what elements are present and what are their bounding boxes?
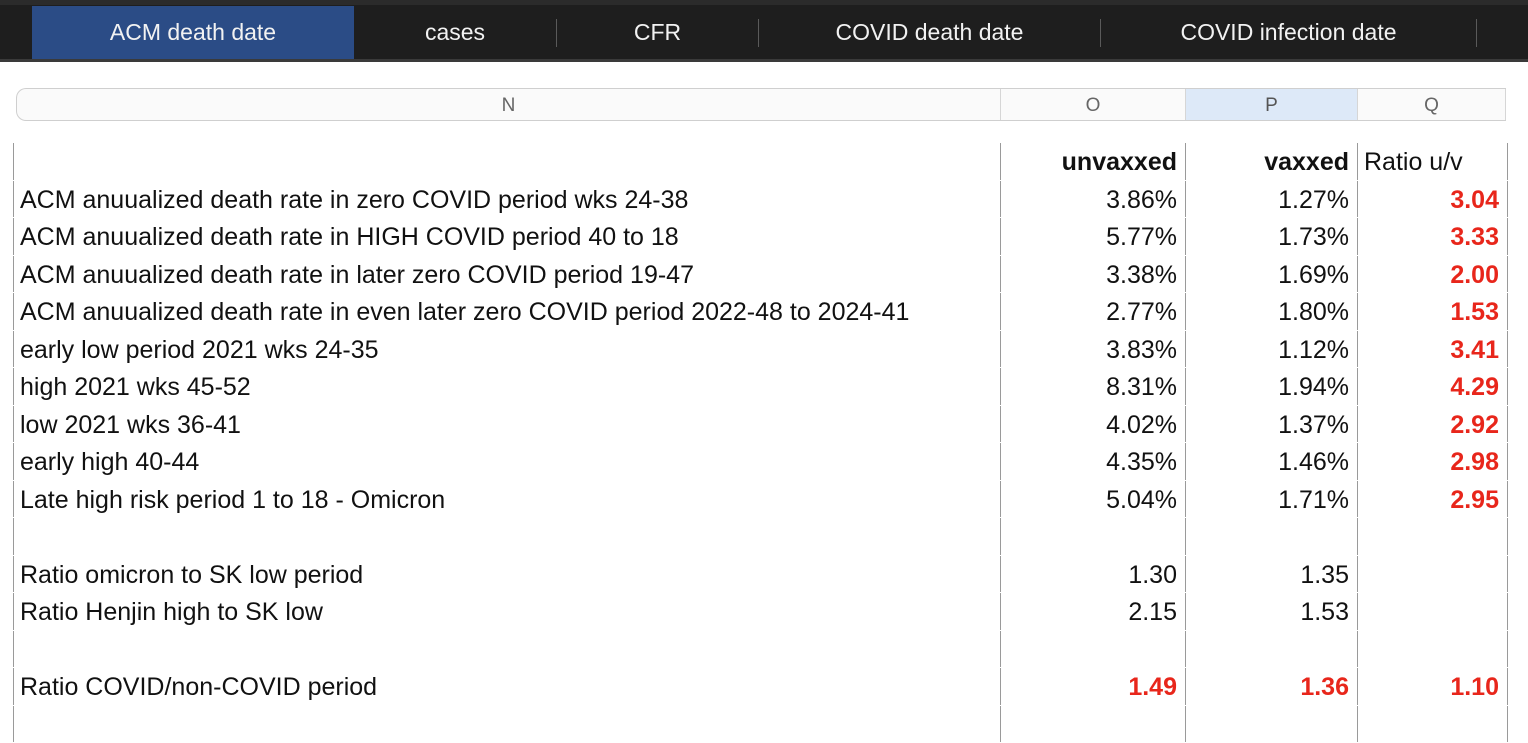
- vaxxed-value[interactable]: 1.36: [1186, 668, 1358, 705]
- header-ratio[interactable]: Ratio u/v: [1358, 143, 1508, 180]
- unvaxxed-value[interactable]: 4.02%: [1001, 405, 1186, 442]
- unvaxxed-value[interactable]: 3.86%: [1001, 180, 1186, 217]
- empty-cell[interactable]: [1358, 630, 1508, 667]
- tab-bar-top-edge: [0, 0, 1528, 5]
- sheet-tab-bar: ACM death date cases CFR COVID death dat…: [0, 0, 1528, 62]
- row-label[interactable]: early high 40-44: [13, 443, 1001, 480]
- row-label[interactable]: Ratio Henjin high to SK low: [13, 593, 1001, 630]
- tab-covid-death-date[interactable]: COVID death date: [835, 19, 1024, 45]
- empty-cell[interactable]: [1358, 518, 1508, 555]
- row-label[interactable]: early low period 2021 wks 24-35: [13, 330, 1001, 367]
- ratio-value[interactable]: 2.00: [1358, 255, 1508, 292]
- row-label[interactable]: high 2021 wks 45-52: [13, 368, 1001, 405]
- ratio-value[interactable]: 2.92: [1358, 405, 1508, 442]
- row-label[interactable]: Late high risk period 1 to 18 - Omicron: [13, 480, 1001, 517]
- ratio-value[interactable]: 1.10: [1358, 668, 1508, 705]
- empty-cell[interactable]: [13, 630, 1001, 667]
- ratio-value[interactable]: 2.98: [1358, 443, 1508, 480]
- vaxxed-value[interactable]: 1.69%: [1186, 255, 1358, 292]
- ratio-value[interactable]: [1358, 593, 1508, 630]
- empty-cell[interactable]: [1186, 630, 1358, 667]
- unvaxxed-value[interactable]: 1.49: [1001, 668, 1186, 705]
- unvaxxed-value[interactable]: 2.15: [1001, 593, 1186, 630]
- unvaxxed-value[interactable]: 3.38%: [1001, 255, 1186, 292]
- tab-separator: [1476, 19, 1477, 47]
- vaxxed-value[interactable]: 1.71%: [1186, 480, 1358, 517]
- empty-cell[interactable]: [13, 518, 1001, 555]
- row-label[interactable]: ACM anuualized death rate in later zero …: [13, 255, 1001, 292]
- vaxxed-value[interactable]: 1.12%: [1186, 330, 1358, 367]
- ratio-value[interactable]: 1.53: [1358, 293, 1508, 330]
- empty-cell[interactable]: [1358, 705, 1508, 742]
- unvaxxed-value[interactable]: 2.77%: [1001, 293, 1186, 330]
- unvaxxed-value[interactable]: 8.31%: [1001, 368, 1186, 405]
- empty-cell[interactable]: [1001, 705, 1186, 742]
- empty-cell[interactable]: [1186, 705, 1358, 742]
- unvaxxed-value[interactable]: 5.04%: [1001, 480, 1186, 517]
- row-label[interactable]: ACM anuualized death rate in even later …: [13, 293, 1001, 330]
- tab-covid-infection-date[interactable]: COVID infection date: [1180, 19, 1397, 45]
- vaxxed-value[interactable]: 1.37%: [1186, 405, 1358, 442]
- row-label[interactable]: ACM anuualized death rate in HIGH COVID …: [13, 218, 1001, 255]
- ratio-value[interactable]: 3.04: [1358, 180, 1508, 217]
- unvaxxed-value[interactable]: 3.83%: [1001, 330, 1186, 367]
- unvaxxed-value[interactable]: 1.30: [1001, 555, 1186, 592]
- ratio-value[interactable]: 2.95: [1358, 480, 1508, 517]
- vaxxed-value[interactable]: 1.73%: [1186, 218, 1358, 255]
- header-vaxxed[interactable]: vaxxed: [1186, 143, 1358, 180]
- vaxxed-value[interactable]: 1.94%: [1186, 368, 1358, 405]
- tab-separator: [758, 19, 759, 47]
- tab-cfr[interactable]: CFR: [633, 19, 682, 45]
- tab-separator: [1100, 19, 1101, 47]
- column-header-q[interactable]: Q: [1358, 89, 1506, 120]
- ratio-value[interactable]: [1358, 555, 1508, 592]
- cell-blank[interactable]: [13, 143, 1001, 180]
- header-unvaxxed[interactable]: unvaxxed: [1001, 143, 1186, 180]
- unvaxxed-value[interactable]: 5.77%: [1001, 218, 1186, 255]
- ratio-value[interactable]: 3.33: [1358, 218, 1508, 255]
- vaxxed-value[interactable]: 1.27%: [1186, 180, 1358, 217]
- vaxxed-value[interactable]: 1.80%: [1186, 293, 1358, 330]
- row-label[interactable]: ACM anuualized death rate in zero COVID …: [13, 180, 1001, 217]
- tab-separator: [556, 19, 557, 47]
- empty-cell[interactable]: [1186, 518, 1358, 555]
- column-header-o[interactable]: O: [1001, 89, 1186, 120]
- tab-cases[interactable]: cases: [424, 19, 486, 45]
- empty-cell[interactable]: [1001, 518, 1186, 555]
- row-label[interactable]: Ratio omicron to SK low period: [13, 555, 1001, 592]
- column-header-p[interactable]: P: [1186, 89, 1358, 120]
- ratio-value[interactable]: 3.41: [1358, 330, 1508, 367]
- column-header-n[interactable]: N: [17, 89, 1001, 120]
- column-header-bar: N O P Q: [16, 88, 1506, 121]
- vaxxed-value[interactable]: 1.46%: [1186, 443, 1358, 480]
- unvaxxed-value[interactable]: 4.35%: [1001, 443, 1186, 480]
- row-label[interactable]: low 2021 wks 36-41: [13, 405, 1001, 442]
- tab-acm-death-date[interactable]: ACM death date: [32, 6, 354, 59]
- row-label[interactable]: Ratio COVID/non-COVID period: [13, 668, 1001, 705]
- empty-cell[interactable]: [13, 705, 1001, 742]
- vaxxed-value[interactable]: 1.53: [1186, 593, 1358, 630]
- empty-cell[interactable]: [1001, 630, 1186, 667]
- ratio-value[interactable]: 4.29: [1358, 368, 1508, 405]
- vaxxed-value[interactable]: 1.35: [1186, 555, 1358, 592]
